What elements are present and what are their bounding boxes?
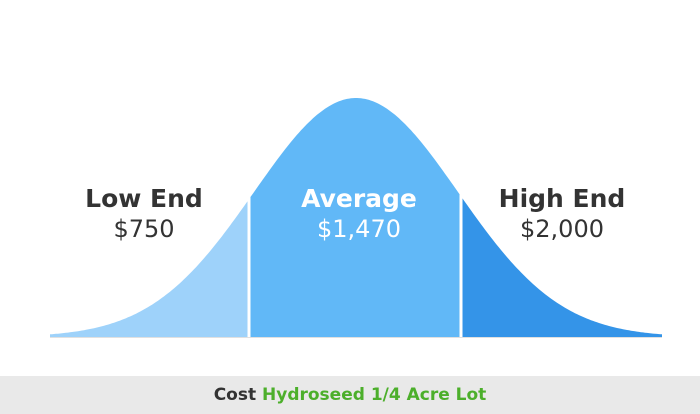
average-label: Average $1,470 <box>269 184 449 244</box>
caption-subject: Hydroseed 1/4 Acre Lot <box>262 385 487 405</box>
high-end-label: High End $2,000 <box>472 184 652 244</box>
caption-prefix: Cost <box>213 385 263 405</box>
low-end-label: Low End $750 <box>54 184 234 244</box>
average-title: Average <box>301 184 417 213</box>
high-end-title: High End <box>498 184 626 213</box>
high-end-value: $2,000 <box>520 215 604 243</box>
low-end-area <box>50 199 249 337</box>
high-end-area <box>461 196 662 337</box>
average-area <box>249 98 461 337</box>
low-end-title: Low End <box>85 184 203 213</box>
low-end-value: $750 <box>113 215 175 243</box>
chart-caption: Cost Hydroseed 1/4 Acre Lot <box>0 376 700 414</box>
average-value: $1,470 <box>317 215 401 243</box>
